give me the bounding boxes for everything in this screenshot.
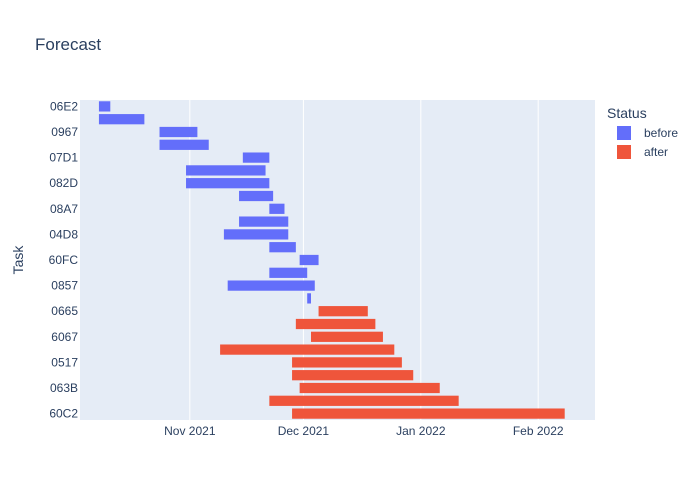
y-tick-label: 0517 (51, 355, 78, 369)
bar-after[interactable] (292, 408, 565, 419)
bar-before[interactable] (299, 254, 319, 266)
chart-title: Forecast (35, 35, 101, 54)
bar-before[interactable] (98, 114, 145, 125)
y-tick-label: 06E2 (50, 99, 78, 113)
legend[interactable]: Status before after (607, 105, 678, 159)
bar-before[interactable] (186, 165, 266, 176)
bar-before[interactable] (239, 190, 274, 202)
legend-swatch-after[interactable] (617, 145, 631, 159)
bar-after[interactable] (295, 318, 376, 330)
y-tick-label: 60FC (49, 253, 79, 267)
bar-after[interactable] (269, 395, 459, 406)
legend-label-before[interactable]: before (644, 126, 678, 140)
bar-after[interactable] (299, 382, 440, 394)
y-tick-label: 082D (49, 176, 78, 190)
y-tick-label: 07D1 (49, 151, 78, 165)
y-tick-label: 6067 (51, 330, 78, 344)
bar-before[interactable] (227, 280, 315, 291)
plot-area (80, 100, 595, 420)
bar-after[interactable] (220, 344, 395, 355)
bar-after[interactable] (318, 306, 368, 317)
y-tick-label: 04D8 (49, 227, 78, 241)
bar-before[interactable] (307, 293, 311, 304)
bar-before[interactable] (159, 139, 209, 150)
legend-title: Status (607, 105, 647, 121)
x-tick-label: Dec 2021 (278, 424, 330, 438)
bar-before[interactable] (269, 203, 285, 214)
bar-before[interactable] (186, 178, 270, 189)
x-tick-label: Nov 2021 (164, 424, 216, 438)
y-tick-label: 08A7 (50, 202, 78, 216)
bar-after[interactable] (292, 370, 414, 381)
y-tick-label: 60C2 (49, 407, 78, 421)
bar-before[interactable] (269, 267, 308, 278)
bar-before[interactable] (269, 242, 296, 253)
bar-before[interactable] (159, 126, 198, 138)
y-tick-label: 0967 (51, 125, 78, 139)
y-tick-label: 063B (50, 381, 78, 395)
x-tick-label: Jan 2022 (396, 424, 446, 438)
bar-after[interactable] (310, 331, 383, 342)
bar-before[interactable] (98, 101, 111, 112)
y-axis-title: Task (10, 245, 26, 275)
bar-after[interactable] (292, 357, 402, 368)
bar-before[interactable] (239, 216, 289, 227)
y-axis-ticks: 06E2 0967 07D1 082D 08A7 04D8 60FC 0857 0665 6067… (49, 99, 79, 420)
x-axis-ticks: Nov 2021 Dec 2021 Jan 2022 Feb 2022 (164, 424, 564, 438)
legend-swatch-before[interactable] (617, 126, 631, 140)
y-tick-label: 0857 (51, 279, 78, 293)
bar-before[interactable] (223, 229, 289, 240)
y-tick-label: 0665 (51, 304, 78, 318)
x-tick-label: Feb 2022 (513, 424, 564, 438)
bar-before[interactable] (242, 152, 270, 163)
bars-layer (98, 101, 565, 419)
legend-label-after[interactable]: after (644, 145, 668, 159)
